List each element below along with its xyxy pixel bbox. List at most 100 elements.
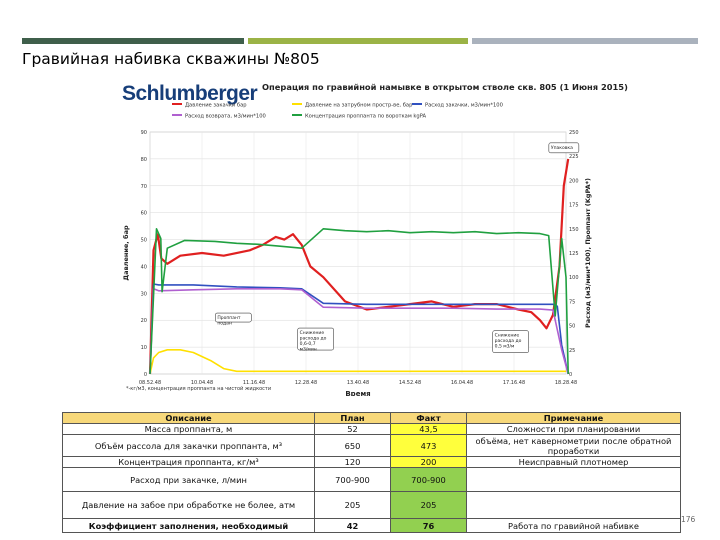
x-tick-label: 11.16.48 xyxy=(243,380,265,386)
page-number: 176 xyxy=(681,515,696,524)
cell-fact: 205 xyxy=(390,491,467,519)
x-tick-label: 17.16.48 xyxy=(503,380,525,386)
y-right-tick-label: 50 xyxy=(569,324,575,330)
y-left-tick-label: 50 xyxy=(141,238,147,244)
x-tick-label: 10.04.48 xyxy=(191,380,213,386)
annotation-box xyxy=(492,330,529,354)
y-right-tick-label: 0 xyxy=(569,372,572,378)
col-header-description: Описание xyxy=(62,412,315,424)
series-line-3 xyxy=(149,283,569,375)
legend-label: Давление на затрубном простр-ве, бар xyxy=(305,103,413,109)
col-header-fact: Факт xyxy=(390,412,467,424)
cell-plan: 120 xyxy=(314,456,391,468)
y-left-tick-label: 60 xyxy=(141,211,147,217)
cell-plan: 650 xyxy=(314,434,391,457)
x-tick-label: 18.28.48 xyxy=(555,380,577,386)
x-tick-label: 16.04.48 xyxy=(451,380,473,386)
annotation-text: Снижение xyxy=(495,333,520,339)
legend-label: Давление закачки бар xyxy=(185,103,247,109)
y-left-tick-label: 10 xyxy=(141,345,147,351)
y-right-tick-label: 225 xyxy=(569,154,579,160)
annotation-text: 0,6-0,7 xyxy=(300,341,316,347)
cell-note: Сложности при планировании xyxy=(466,423,681,435)
chart-legend: Давление закачки бар Давление на затрубно… xyxy=(172,103,503,120)
annotation-box xyxy=(297,327,334,351)
chart-title: Операция по гравийной намывке в открытом… xyxy=(262,82,628,92)
header-bar-dark xyxy=(22,38,244,44)
cell-note xyxy=(466,467,681,492)
x-tick-label: 14.52.48 xyxy=(399,380,421,386)
table-row: Масса проппанта, м 52 43,5 Сложности при… xyxy=(62,423,681,435)
y-right-tick-label: 200 xyxy=(569,178,579,184)
series-line-2 xyxy=(149,349,566,375)
cell-fact: 76 xyxy=(390,518,467,533)
table-row: Концентрация проппанта, кг/м³ 120 200 Не… xyxy=(62,456,681,468)
cell-description: Расход при закачке, л/мин xyxy=(62,467,315,492)
y-left-tick-label: 80 xyxy=(141,157,147,163)
slide-title: Гравийная набивка скважины №805 xyxy=(22,50,320,68)
y-right-axis-title: Расход (м3/мин*100), Проппант (KgPA*) xyxy=(584,178,592,328)
cell-description: Давление на забое при обработке не более… xyxy=(62,491,315,519)
y-right-tick-label: 150 xyxy=(569,227,579,233)
y-left-tick-label: 30 xyxy=(141,291,147,297)
annotation-box xyxy=(548,142,580,154)
header-bar-gray xyxy=(472,38,698,44)
annotation-text: расхода до xyxy=(300,337,327,342)
cell-note xyxy=(466,491,681,519)
table-header-row: Описание План Факт Примечание xyxy=(62,412,681,424)
annotation-text: 0,5 м3/м xyxy=(495,344,515,350)
y-left-axis-title: Давление, бар xyxy=(122,225,130,281)
annotation-text: Проппант xyxy=(217,315,241,321)
chart-axes: 0 10 20 30 40 50 60 70 80 90 0 25 50 75 100 125 150 175 20… xyxy=(122,130,592,396)
results-table: Описание План Факт Примечание Масса проп… xyxy=(62,412,681,533)
y-right-tick-label: 75 xyxy=(569,299,575,305)
annotation-text: подан xyxy=(217,322,232,327)
legend-label: Расход закачки, м3/мин*100 xyxy=(425,103,503,109)
annotation-text: Снижение xyxy=(300,330,325,336)
legend-label: Расход возврата, м3/мин*100 xyxy=(185,114,266,120)
annotation-text: м3/мин xyxy=(300,347,317,353)
cell-note: Неисправный плотномер xyxy=(466,456,681,468)
chart-series xyxy=(148,158,570,375)
cell-description: Объём рассола для закачки проппанта, м³ xyxy=(62,434,315,457)
col-header-note: Примечание xyxy=(466,412,681,424)
cell-plan: 205 xyxy=(314,491,391,519)
cell-description: Масса проппанта, м xyxy=(62,423,315,435)
legend-label: Концентрация проппанта по вороткам kgPA xyxy=(305,114,426,120)
cell-description: Коэффициент заполнения, необходимый xyxy=(62,518,315,533)
table-row: Расход при закачке, л/мин 700-900 700-90… xyxy=(62,467,681,492)
y-left-tick-label: 40 xyxy=(141,264,147,270)
annotation-text: расхода до xyxy=(495,339,522,344)
x-tick-label: 08.52.48 xyxy=(139,380,161,386)
series-line-5 xyxy=(149,228,569,375)
y-right-tick-label: 125 xyxy=(569,251,579,257)
annotation-box xyxy=(215,312,252,323)
y-right-tick-label: 250 xyxy=(569,130,579,136)
table-row: Объём рассола для закачки проппанта, м³ … xyxy=(62,434,681,457)
x-tick-label: 13.40.48 xyxy=(347,380,369,386)
chart-footnote: *-кг/м3, концентрация проппанта на чисто… xyxy=(126,385,271,392)
cell-fact: 43,5 xyxy=(390,423,467,435)
cell-plan: 52 xyxy=(314,423,391,435)
cell-note: Работа по гравийной набивке xyxy=(466,518,681,533)
cell-fact: 700-900 xyxy=(390,467,467,492)
y-right-tick-label: 175 xyxy=(569,203,579,209)
series-line-1 xyxy=(148,158,570,375)
cell-plan: 700-900 xyxy=(314,467,391,492)
company-logo: Schlumberger xyxy=(122,82,258,105)
cell-description: Концентрация проппанта, кг/м³ xyxy=(62,456,315,468)
y-left-tick-label: 0 xyxy=(144,372,147,378)
y-right-tick-label: 100 xyxy=(569,275,579,281)
cell-plan: 42 xyxy=(314,518,391,533)
cell-fact: 473 xyxy=(390,434,467,457)
cell-fact: 200 xyxy=(390,456,467,468)
header-bar-green xyxy=(248,38,468,44)
annotation-text: Упаковка xyxy=(551,145,573,151)
cell-note: объёма, нет кавернометрии после обратной… xyxy=(466,434,681,457)
y-right-tick-label: 25 xyxy=(569,348,575,354)
table-row: Давление на забое при обработке не более… xyxy=(62,491,681,519)
y-left-tick-label: 90 xyxy=(141,130,147,136)
y-left-tick-label: 20 xyxy=(141,318,147,324)
x-tick-label: 12.28.48 xyxy=(295,380,317,386)
